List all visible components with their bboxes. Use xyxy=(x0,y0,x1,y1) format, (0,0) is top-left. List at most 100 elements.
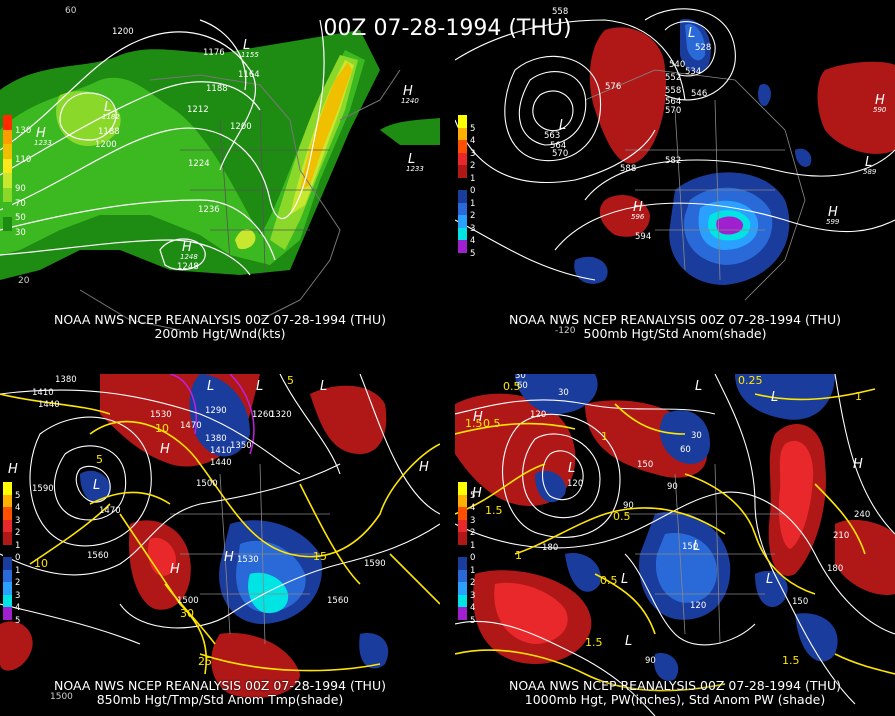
high-symbol: H 1233 xyxy=(34,126,52,147)
pw-label: 1 xyxy=(855,390,862,403)
legend-label: 4 xyxy=(470,503,476,513)
legend-swatch xyxy=(458,227,467,240)
legend-label: 4 xyxy=(470,136,476,146)
legend-swatch xyxy=(458,202,467,215)
contour-label: 1560 xyxy=(87,551,109,561)
low-symbol: L xyxy=(771,390,779,405)
legend-label: 0 xyxy=(15,553,21,563)
legend-swatch xyxy=(458,532,467,545)
legend-swatch xyxy=(458,177,467,190)
high-symbol: H xyxy=(8,462,18,477)
legend-swatch xyxy=(3,557,12,570)
caption-source: NOAA NWS NCEP REANALYSIS 00Z 07-28-1994 … xyxy=(508,678,841,693)
legend-swatch xyxy=(458,507,467,520)
map-500mb xyxy=(455,8,895,301)
legend-label: 70 xyxy=(15,199,26,209)
contour-label: 1560 xyxy=(327,596,349,606)
legend-swatch xyxy=(458,115,467,128)
legend-label: 5 xyxy=(470,124,476,134)
contour-label: 120 xyxy=(690,601,707,611)
legend-swatch xyxy=(458,165,467,178)
contour-label: 1530 xyxy=(150,410,172,420)
low-symbol: L xyxy=(93,478,101,493)
legend-swatch xyxy=(3,507,12,520)
legend-label: 3 xyxy=(470,591,476,601)
contour-label: 90 xyxy=(623,501,634,511)
contour-label: 30 xyxy=(691,431,702,441)
legend-swatch xyxy=(458,594,467,607)
legend-swatch xyxy=(458,494,467,507)
legend-swatch xyxy=(3,607,12,620)
temp-label: 15 xyxy=(313,550,327,563)
high-symbol: H 1248 xyxy=(180,240,198,261)
legend-label: 2 xyxy=(470,161,476,171)
contour-label: 564 xyxy=(550,141,567,151)
legend-swatch xyxy=(3,129,12,144)
contour-label: 594 xyxy=(635,232,652,242)
low-symbol: L xyxy=(207,379,215,394)
caption-fields: 200mb Hgt/Wnd(kts) xyxy=(154,326,286,341)
legend-label: 50 xyxy=(15,213,26,223)
legend-swatch xyxy=(3,115,12,130)
high-symbol: H xyxy=(853,457,863,472)
legend-label: 1 xyxy=(15,566,21,576)
map-1000mb xyxy=(455,374,895,716)
temp-label: 5 xyxy=(96,453,103,466)
legend-label: 3 xyxy=(470,149,476,159)
low-symbol: L xyxy=(320,379,328,394)
pw-label: 0.5 xyxy=(613,510,631,523)
contour-label: 576 xyxy=(605,82,622,92)
legend-label: 1 xyxy=(470,174,476,184)
legend-swatch xyxy=(3,594,12,607)
legend-label: 5 xyxy=(15,491,21,501)
contour-label: 1290 xyxy=(205,406,227,416)
low-symbol: L xyxy=(621,572,629,587)
legend-label: 130 xyxy=(15,126,32,136)
contour-label: 1440 xyxy=(210,458,232,468)
legend-swatch xyxy=(3,144,12,159)
legend-swatch xyxy=(3,494,12,507)
contour-label: 1470 xyxy=(99,506,121,516)
legend-swatch xyxy=(458,544,467,557)
contour-label: 150 xyxy=(682,542,699,552)
pw-label: 1 xyxy=(515,549,522,562)
legend-swatch xyxy=(3,216,12,231)
legend-850mb: 5 4 3 2 1 0 1 2 3 4 5 xyxy=(3,482,20,626)
contour-label: 546 xyxy=(691,89,708,99)
legend-label: 2 xyxy=(470,578,476,588)
contour-label: 120 xyxy=(567,479,584,489)
contour-label: 150 xyxy=(637,460,654,470)
low-symbol: L xyxy=(766,572,774,587)
legend-swatch xyxy=(458,569,467,582)
temp-label: 10 xyxy=(34,557,48,570)
panel-caption: NOAA NWS NCEP REANALYSIS 00Z 07-28-1994 … xyxy=(0,313,440,341)
low-symbol: L 1155 xyxy=(241,38,259,59)
contour-label: 180 xyxy=(827,564,844,574)
legend-label: 4 xyxy=(15,603,21,613)
legend-label: 5 xyxy=(15,616,21,626)
lon-tick: -120 xyxy=(555,326,576,336)
contour-label: 240 xyxy=(854,510,871,520)
contour-label: 588 xyxy=(620,164,637,174)
legend-label: 2 xyxy=(15,578,21,588)
caption-fields: 850mb Hgt/Tmp/Std Anom Tmp(shade) xyxy=(96,692,344,707)
contour-label: 564 xyxy=(665,97,682,107)
low-symbol: L xyxy=(693,539,701,554)
contour-label: 570 xyxy=(552,149,569,159)
contour-label: 1440 xyxy=(38,400,60,410)
low-symbol: L xyxy=(256,379,264,394)
contour-label: 534 xyxy=(685,67,702,77)
contour-label: 552 xyxy=(665,73,682,83)
legend-swatch xyxy=(3,202,12,217)
legend-label: 3 xyxy=(15,591,21,601)
contour-label: 30 xyxy=(515,374,526,381)
pw-label: 1.5 xyxy=(782,654,800,667)
legend-500mb: 5 4 3 2 1 0 1 2 3 4 5 xyxy=(458,115,475,259)
contour-label: 1200 xyxy=(95,140,117,150)
contour-label: 1410 xyxy=(210,446,232,456)
contour-label: 1530 xyxy=(237,555,259,565)
panel-200mb: 130 110 90 70 50 30 60 20 1200 1176 1164… xyxy=(0,0,440,342)
pw-label: 1.5 xyxy=(585,636,603,649)
legend-label: 2 xyxy=(470,211,476,221)
caption-source: NOAA NWS NCEP REANALYSIS 00Z 07-28-1994 … xyxy=(53,312,386,327)
